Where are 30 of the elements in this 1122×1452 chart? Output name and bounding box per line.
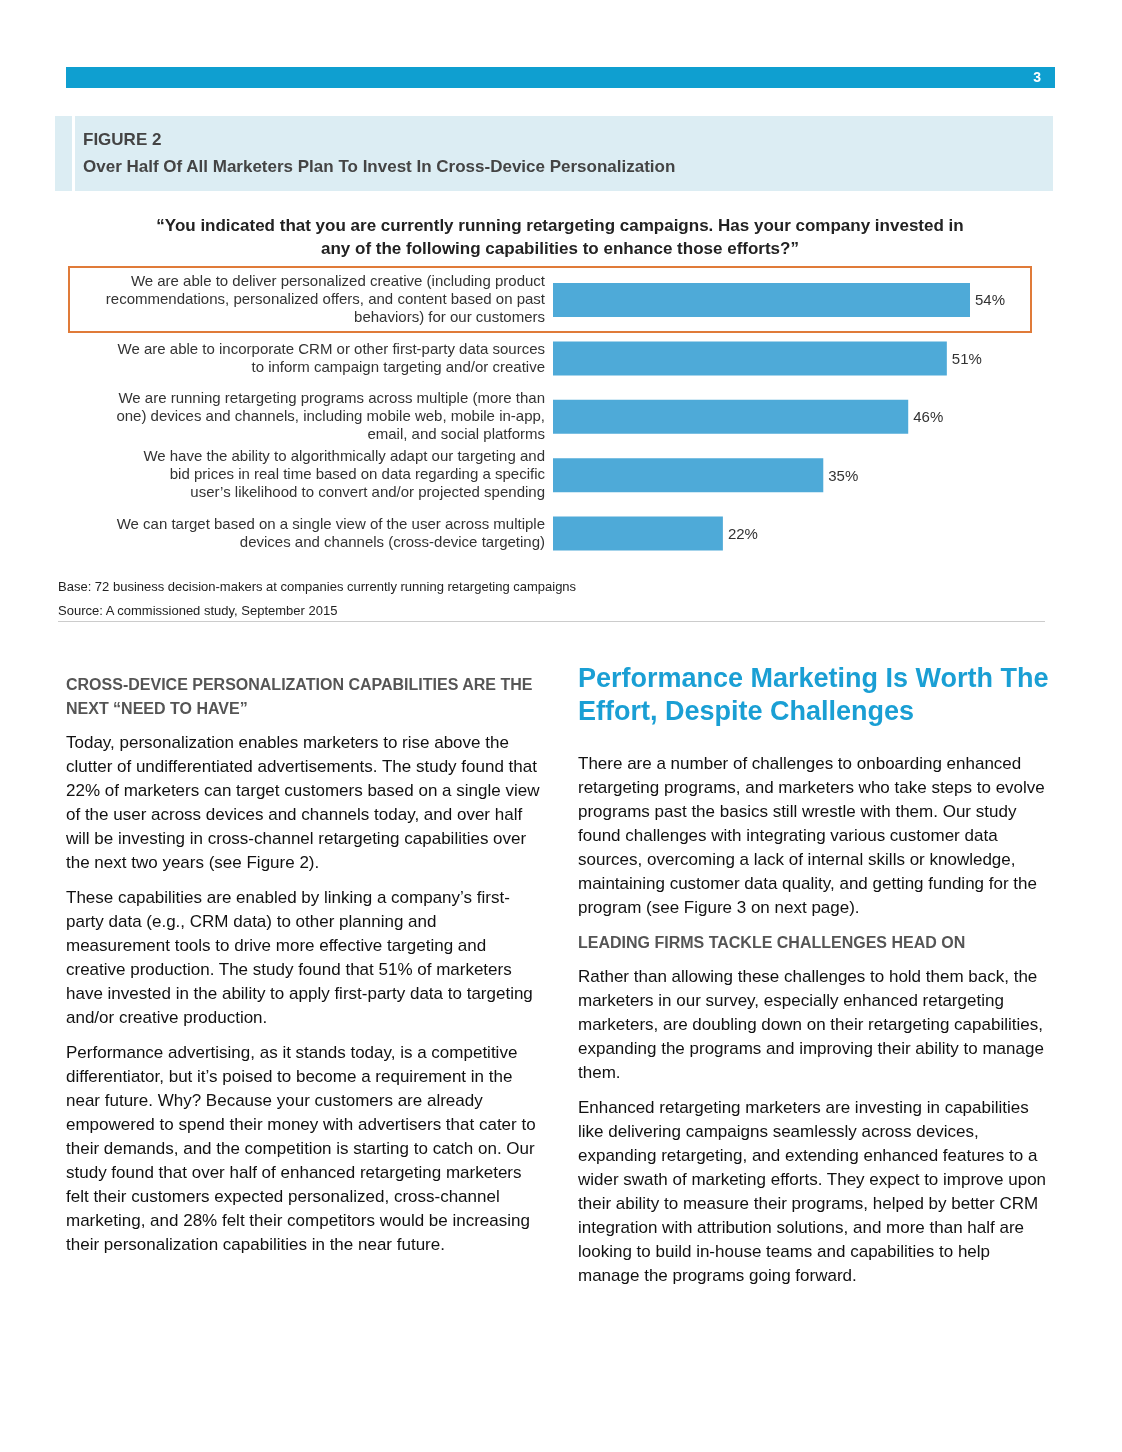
text: Performance Marketing Is Worth The Effort, Despite Challenges [578, 662, 1050, 728]
y-tick-label: We are running retargeting programs across multiple (more than one) devices and channels, including mobile web, mobile in-app, email, and social platforms [116, 388, 545, 442]
text: Performance advertising, as it stands today, is a competitive differentiator, but it’s poised to become a requirement in the near future. Why? Because your customers are already empowered to spend their money with advertisers that cater to their demands, and the competition is starting to catch on. Our study found that over half of enhanced retargeting marketers felt their customers expected personalized, cross-channel marketing, and 28% felt their competitors would be increasing their personalization capabilities in the near future. [66, 1043, 536, 1254]
chart-subtitle: “You indicated that you are currently running retargeting campaigns. Has your company invested in any of the following capabilities to enhance those efforts?” [155, 215, 965, 260]
text: These capabilities are enabled by linking a company’s first-party data (e.g., CRM data) to other planning and measurement tools to drive more effective targeting and creative production. The study found that 51% of marketers have invested in the ability to apply first-party data to targeting and/or creative production. [66, 887, 534, 1029]
data-label: 35% [828, 466, 859, 484]
text: There are a number of challenges to onboarding enhanced retargeting programs, and marketers who take steps to evolve programs past the basics still wrestle with them. Our study found challenges with integrating various customer data sources, overcoming a lack of internal skills or knowledge, maintaining customer data quality, and getting funding for the program (see Figure 3 on next page). [578, 753, 1046, 919]
text: 3 [1033, 69, 1041, 85]
text: CROSS-DEVICE PERSONALIZATION CAPABILITIES ARE THE NEXT “NEED TO HAVE” [66, 675, 534, 719]
bar [553, 399, 909, 434]
y-tick-label: We are able to deliver personalized creative (including product recommendations, personalized offers, and content based on past behaviors) for our customers [105, 272, 546, 326]
caption: FIGURE 2 [83, 130, 162, 150]
data-label: 22% [727, 524, 758, 542]
bar [553, 341, 947, 376]
text: Today, personalization enables marketers to rise above the clutter of undifferentiated advertisements. The study found that 22% of marketers can target customers based on a single view of the user across devices and channels today, and over half will be investing in cross-channel retargeting capabilities over the next two years (see Figure 2). [66, 732, 541, 874]
y-tick-label: We can target based on a single view of the user across multiple devices and channels (cross-device targeting) [116, 514, 545, 550]
bar [553, 516, 723, 551]
source-note: Source: A commissioned study, September 2015 [58, 603, 338, 618]
text: LEADING FIRMS TACKLE CHALLENGES HEAD ON [578, 933, 967, 953]
y-tick-label: We are able to incorporate CRM or other first-party data sources to inform campaign targeting and/or creative [117, 339, 545, 375]
y-tick-label: We have the ability to algorithmically adapt our targeting and bid prices in real time based on data regarding a specific user’s likelihood to convert and/or projected spending [143, 447, 546, 501]
data-label: 46% [913, 408, 944, 426]
text: Base: 72 business decision-makers at companies currently running retargeting campaigns [58, 579, 577, 594]
text: Over Half Of All Marketers Plan To Invest In Cross-Device Personalization [83, 157, 676, 177]
data-label: 54% [975, 291, 1006, 309]
data-label: 51% [951, 349, 982, 367]
text: Enhanced retargeting marketers are investing in capabilities like delivering campaigns seamlessly across devices, expanding retargeting, and extending enhanced features to a wider swath of marketing efforts. They expect to improve upon their ability to measure their programs, helped by better CRM integration with attribution solutions, and more than half are looking to build in-house teams and capabilities to help manage the programs going forward. [578, 1097, 1048, 1287]
text: Rather than allowing these challenges to hold them back, the marketers in our survey, especially enhanced retargeting marketers, are doubling down on their retargeting capabilities, expanding the programs and improving their ability to manage them. [578, 966, 1045, 1084]
bar [553, 283, 970, 317]
bar [553, 458, 824, 493]
